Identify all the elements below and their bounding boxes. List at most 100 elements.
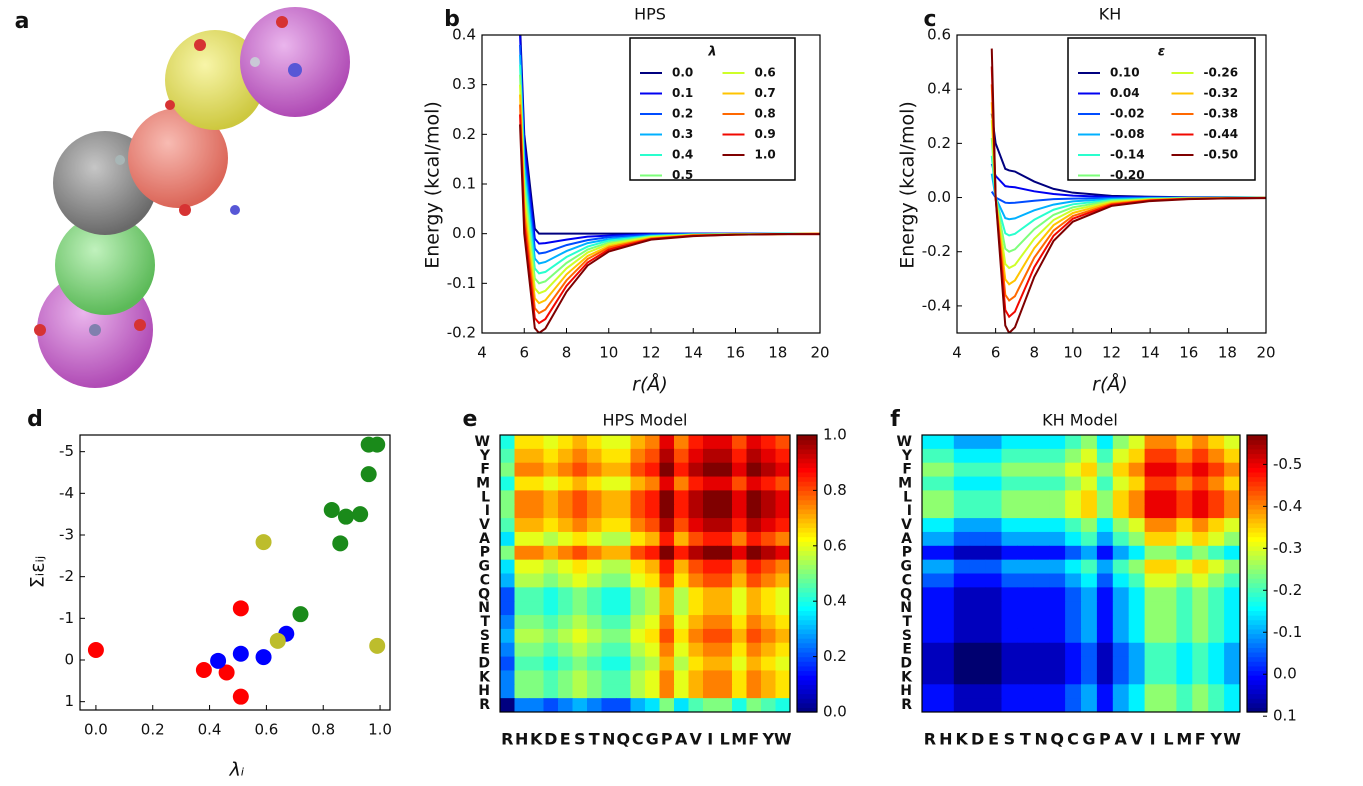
heatmap-cell	[558, 573, 573, 588]
legend-label: -0.02	[1110, 107, 1145, 121]
legend-label: 0.3	[672, 127, 693, 141]
heatmap-cell	[1224, 435, 1241, 450]
heatmap-cell	[1208, 670, 1225, 685]
heatmap-cell	[659, 670, 675, 685]
panel-label: e	[463, 407, 478, 432]
heatmap-cell	[703, 601, 718, 616]
heatmap-cell	[543, 684, 559, 699]
heatmap-cell	[717, 490, 733, 505]
colorbar-step	[1247, 495, 1267, 501]
heatmap-cell	[1017, 448, 1034, 464]
legend-label: 0.04	[1110, 86, 1140, 100]
heatmap-cell	[674, 435, 689, 450]
heatmap-cell	[558, 490, 573, 505]
heatmap-cell	[775, 642, 791, 658]
heatmap-cell	[1049, 642, 1066, 658]
colorbar-step	[797, 458, 817, 464]
heatmap-cell	[543, 435, 559, 450]
heatmap-cell	[543, 448, 559, 464]
heatmap-cell	[717, 587, 733, 602]
heatmap-cell	[1096, 656, 1114, 671]
x-tick-label: D	[971, 730, 984, 749]
panel-label: d	[27, 407, 43, 432]
heatmap-cell	[953, 573, 971, 588]
heatmap-cell	[1144, 476, 1161, 491]
heatmap-cell	[1144, 628, 1161, 644]
heatmap-cell	[1049, 545, 1066, 561]
x-tick-label: H	[515, 730, 528, 749]
heatmap-cell	[1144, 670, 1161, 685]
heatmap-cell	[500, 435, 515, 450]
heatmap-cell	[630, 462, 646, 478]
legend-label: 0.6	[755, 66, 776, 80]
heatmap-cell	[1065, 435, 1082, 450]
heatmap-cell	[1049, 559, 1066, 574]
x-tick-label: Y	[761, 730, 774, 749]
heatmap-cell	[746, 698, 762, 713]
colorbar-step	[1247, 638, 1267, 644]
heatmap-cell	[732, 518, 747, 533]
heatmap-cell	[688, 476, 704, 491]
heatmap-cell	[937, 545, 955, 561]
heatmap-cell	[645, 656, 660, 671]
y-tick-label: Q	[900, 586, 912, 602]
heatmap-cell	[630, 698, 646, 713]
heatmap-cell	[688, 490, 704, 505]
colorbar-step	[1247, 527, 1267, 533]
heatmap-cell	[985, 531, 1002, 547]
heatmap-cell	[1160, 504, 1177, 519]
legend-label: 0.0	[672, 66, 693, 80]
y-tick-label: A	[901, 531, 912, 547]
colorbar-step	[797, 559, 817, 565]
colorbar-step	[797, 702, 817, 708]
heatmap-cell	[1065, 615, 1082, 630]
heatmap-cell	[953, 684, 971, 699]
heatmap-cell	[1224, 573, 1241, 588]
heatmap-cell	[674, 559, 689, 574]
heatmap-cell	[1017, 435, 1034, 450]
colorbar-step	[797, 582, 817, 588]
colorbar-step	[797, 481, 817, 487]
point	[255, 534, 272, 551]
heatmap-cell	[1049, 656, 1066, 671]
heatmap-cell	[616, 504, 631, 519]
heatmap-cell	[1192, 656, 1209, 671]
y-tick-label: K	[901, 669, 913, 685]
heatmap-cell	[953, 656, 971, 671]
heatmap-cell	[1128, 559, 1146, 574]
heatmap-cell	[937, 698, 955, 713]
x-tick-label: S	[1004, 730, 1016, 749]
heatmap-cell	[1144, 642, 1161, 658]
colorbar-step	[1247, 628, 1267, 635]
heatmap-cell	[1065, 462, 1082, 478]
colorbar-step	[1247, 504, 1267, 510]
colorbar-step	[1247, 591, 1267, 598]
heatmap-cell	[1192, 462, 1209, 478]
heatmap-cell	[1096, 518, 1114, 533]
heatmap-cell	[1144, 545, 1161, 561]
x-tick-label: A	[1115, 730, 1128, 749]
heatmap-cell	[601, 504, 617, 519]
heatmap-cell	[922, 448, 939, 464]
x-tick-label: 20	[810, 344, 829, 362]
heatmap-cell	[1224, 559, 1241, 574]
y-tick-label: E	[480, 642, 490, 658]
heatmap-cell	[1112, 490, 1130, 505]
heatmap-cell	[572, 684, 588, 699]
heatmap-cell	[1081, 573, 1098, 588]
atom	[179, 204, 191, 216]
heatmap-cell	[1224, 684, 1241, 699]
heatmap-cell	[587, 504, 602, 519]
heatmap-cell	[1049, 628, 1066, 644]
heatmap-cell	[937, 476, 955, 491]
point	[255, 649, 272, 666]
colorbar-tick-label: 0.6	[823, 536, 847, 554]
heatmap-cell	[1224, 490, 1241, 505]
heatmap-cell	[969, 504, 987, 519]
heatmap-cell	[601, 435, 617, 450]
heatmap-cell	[674, 615, 689, 630]
heatmap-cell	[688, 684, 704, 699]
heatmap-cell	[922, 698, 939, 713]
y-tick-label: -1	[59, 609, 74, 627]
heatmap-cell	[703, 545, 718, 561]
